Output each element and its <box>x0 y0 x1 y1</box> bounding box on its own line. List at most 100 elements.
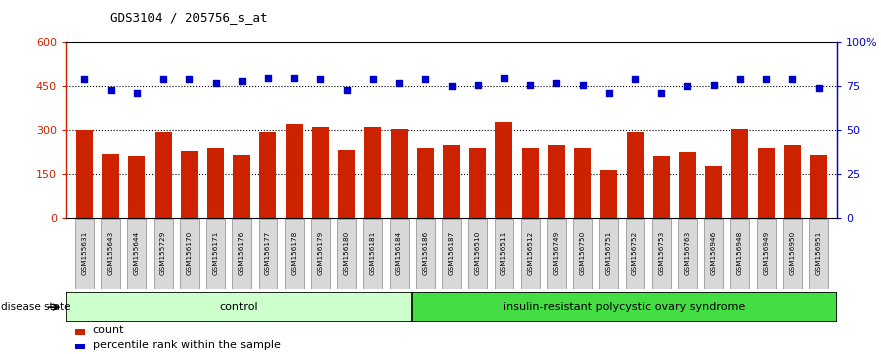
Text: GSM156752: GSM156752 <box>632 230 638 275</box>
Point <box>575 82 589 87</box>
Point <box>392 80 406 86</box>
Bar <box>365 127 381 218</box>
Point <box>550 80 564 86</box>
FancyBboxPatch shape <box>547 219 566 289</box>
Text: GSM156171: GSM156171 <box>212 230 218 275</box>
Point <box>655 91 669 96</box>
Bar <box>390 129 408 218</box>
Bar <box>758 148 774 218</box>
FancyBboxPatch shape <box>153 219 173 289</box>
Point <box>182 76 196 82</box>
Point <box>680 84 694 89</box>
Bar <box>731 129 749 218</box>
Point <box>78 76 92 82</box>
Point <box>234 78 248 84</box>
Point <box>707 82 721 87</box>
Point <box>785 76 799 82</box>
Point <box>602 91 616 96</box>
Text: GDS3104 / 205756_s_at: GDS3104 / 205756_s_at <box>110 11 268 24</box>
FancyBboxPatch shape <box>337 219 356 289</box>
Point <box>339 87 353 93</box>
FancyBboxPatch shape <box>809 219 828 289</box>
Bar <box>129 156 145 218</box>
Point <box>130 91 144 96</box>
Text: percentile rank within the sample: percentile rank within the sample <box>93 340 280 350</box>
Text: GSM156181: GSM156181 <box>370 230 376 275</box>
Point <box>261 75 275 80</box>
Bar <box>285 124 303 218</box>
FancyBboxPatch shape <box>180 219 199 289</box>
Point <box>523 82 537 87</box>
Point <box>156 76 170 82</box>
Text: GSM156950: GSM156950 <box>789 230 796 275</box>
Bar <box>233 155 250 218</box>
Point <box>314 76 328 82</box>
Text: GSM155729: GSM155729 <box>160 230 167 275</box>
Bar <box>548 145 565 218</box>
Text: disease state: disease state <box>1 302 70 312</box>
Bar <box>259 132 277 218</box>
FancyBboxPatch shape <box>783 219 802 289</box>
Point <box>628 76 642 82</box>
Point <box>104 87 118 93</box>
FancyBboxPatch shape <box>757 219 775 289</box>
Text: control: control <box>219 302 258 312</box>
Text: GSM156949: GSM156949 <box>763 230 769 275</box>
FancyBboxPatch shape <box>626 219 645 289</box>
Point <box>418 76 433 82</box>
FancyBboxPatch shape <box>521 219 539 289</box>
FancyBboxPatch shape <box>206 219 225 289</box>
Text: GSM156749: GSM156749 <box>553 230 559 275</box>
Text: GSM156180: GSM156180 <box>344 230 350 275</box>
FancyBboxPatch shape <box>128 219 146 289</box>
Bar <box>154 132 172 218</box>
FancyBboxPatch shape <box>364 219 382 289</box>
Text: GSM156511: GSM156511 <box>501 230 507 275</box>
Bar <box>810 155 827 218</box>
Point <box>444 84 458 89</box>
Point <box>497 75 511 80</box>
Text: count: count <box>93 325 124 335</box>
FancyBboxPatch shape <box>442 219 461 289</box>
Text: GSM156946: GSM156946 <box>711 230 717 275</box>
Text: GSM155643: GSM155643 <box>107 230 114 275</box>
Bar <box>417 148 433 218</box>
FancyBboxPatch shape <box>233 219 251 289</box>
Text: GSM156951: GSM156951 <box>816 230 822 275</box>
Bar <box>600 170 618 218</box>
Text: GSM156177: GSM156177 <box>265 230 271 275</box>
Point <box>470 82 485 87</box>
Text: GSM156178: GSM156178 <box>292 230 297 275</box>
FancyBboxPatch shape <box>574 219 592 289</box>
Bar <box>338 150 355 218</box>
Point <box>733 76 747 82</box>
Bar <box>653 156 670 218</box>
FancyBboxPatch shape <box>494 219 514 289</box>
FancyBboxPatch shape <box>311 219 329 289</box>
FancyBboxPatch shape <box>730 219 750 289</box>
Point <box>366 76 380 82</box>
Text: GSM155631: GSM155631 <box>81 230 87 275</box>
Bar <box>574 148 591 218</box>
FancyBboxPatch shape <box>411 292 837 322</box>
FancyBboxPatch shape <box>469 219 487 289</box>
Bar <box>470 148 486 218</box>
Bar <box>495 122 513 218</box>
Bar <box>443 145 460 218</box>
Text: GSM156170: GSM156170 <box>186 230 192 275</box>
FancyBboxPatch shape <box>652 219 670 289</box>
Text: GSM156186: GSM156186 <box>422 230 428 275</box>
FancyBboxPatch shape <box>101 219 120 289</box>
Text: GSM156750: GSM156750 <box>580 230 586 275</box>
Text: GSM156948: GSM156948 <box>737 230 743 275</box>
FancyBboxPatch shape <box>258 219 278 289</box>
FancyBboxPatch shape <box>416 219 434 289</box>
Text: insulin-resistant polycystic ovary syndrome: insulin-resistant polycystic ovary syndr… <box>503 302 745 312</box>
Text: GSM156763: GSM156763 <box>685 230 691 275</box>
FancyBboxPatch shape <box>285 219 304 289</box>
Text: GSM156187: GSM156187 <box>448 230 455 275</box>
Bar <box>626 132 644 218</box>
Point <box>759 76 774 82</box>
Bar <box>181 150 198 218</box>
FancyBboxPatch shape <box>75 219 94 289</box>
